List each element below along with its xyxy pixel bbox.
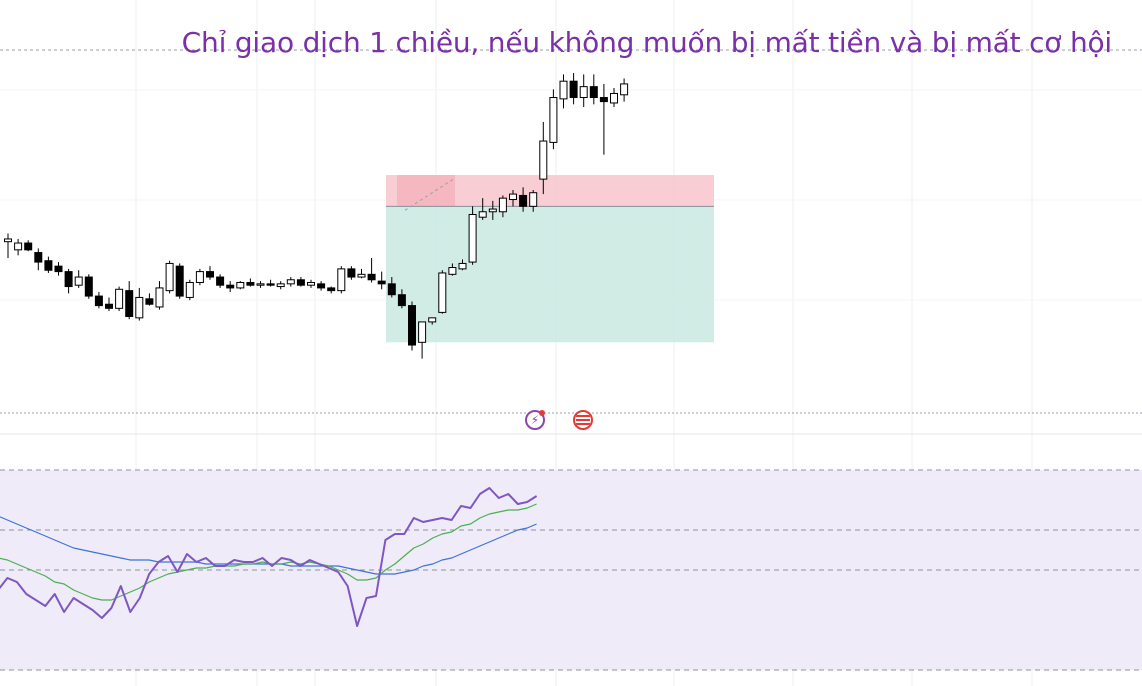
candle-body [529, 192, 538, 207]
candle-body [74, 276, 83, 286]
candle-body [569, 80, 578, 99]
candle-body [539, 140, 548, 180]
candle-body [34, 252, 43, 263]
candle-body [155, 287, 164, 308]
candle-body [589, 86, 598, 99]
candle-body [337, 268, 346, 292]
candle-body [519, 194, 528, 207]
candle-body [559, 80, 568, 100]
candle-body [24, 242, 33, 251]
candle-body [367, 273, 376, 281]
candle-body [317, 283, 326, 289]
candle-body [256, 283, 265, 286]
candle-body [387, 283, 396, 296]
candle-body [266, 283, 275, 286]
us-flag-icon[interactable] [573, 410, 593, 430]
candle-body [549, 97, 558, 143]
candle-body [185, 281, 194, 298]
candle-body [599, 97, 608, 103]
candle-body [175, 265, 184, 297]
candle-body [579, 86, 588, 99]
candle-body [206, 271, 214, 278]
candle-body [145, 298, 154, 305]
candle-body [195, 271, 204, 283]
candle-body [226, 284, 235, 289]
stop-loss-highlight [397, 175, 455, 207]
oscillator-pane [0, 469, 1142, 671]
candle-body [428, 317, 437, 323]
candle-body [165, 262, 174, 292]
candle-body [105, 303, 113, 309]
candle-body [44, 260, 53, 271]
candle-body [327, 287, 336, 292]
risk-reward-zones [386, 175, 714, 343]
candle-body [276, 283, 285, 288]
candle-body [115, 288, 124, 309]
candle-body [94, 295, 103, 307]
candle-body [14, 242, 23, 251]
candle-body [216, 276, 225, 286]
flag-stripes [576, 415, 590, 425]
candle-body [347, 268, 356, 278]
oscillator-main-line [0, 487, 538, 627]
candle-body [397, 294, 406, 307]
candle-body [296, 279, 305, 286]
candle-body [418, 321, 427, 343]
candle-body [377, 280, 386, 285]
candle-body [448, 267, 457, 275]
candle-body [135, 296, 144, 319]
candle-body [478, 211, 487, 218]
candle-body [54, 265, 63, 273]
candle-body [438, 272, 447, 313]
candle-body [236, 281, 245, 289]
candle-body [620, 83, 629, 96]
candle-body [468, 213, 477, 263]
candle-body [357, 273, 366, 278]
lightning-icon[interactable]: ⚡ [525, 410, 545, 430]
candle-body [286, 279, 295, 285]
entry-path-line [404, 177, 456, 211]
candle-body [408, 305, 416, 346]
candle-body [64, 271, 73, 288]
candle-body [4, 238, 12, 243]
candle-body [509, 193, 517, 201]
candle-body [307, 281, 315, 286]
candles [4, 73, 629, 359]
candle-body [458, 262, 467, 270]
candle-body [488, 208, 497, 213]
candle-body [84, 276, 93, 297]
candle-body [610, 92, 618, 104]
headline: Chỉ giao dịch 1 chiều, nếu không muốn bị… [181, 26, 1113, 59]
oscillator-slow-line [0, 516, 537, 575]
candle-body [125, 290, 134, 317]
notification-dot [539, 410, 545, 416]
candle-body [246, 281, 255, 286]
candle-body [498, 197, 507, 213]
